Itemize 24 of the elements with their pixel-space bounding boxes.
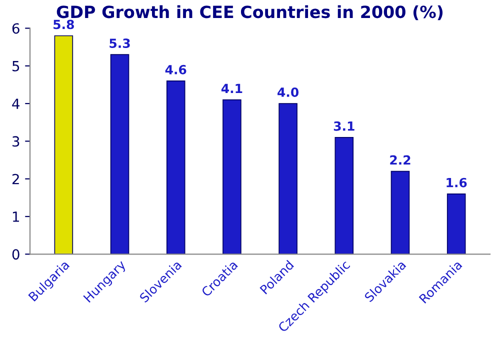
y-tick-label: 5 (12, 61, 20, 72)
data-label: 4.1 (221, 84, 242, 94)
data-label: 3.1 (334, 121, 354, 131)
y-tick-label: 6 (12, 23, 20, 34)
y-tick-label: 3 (12, 136, 20, 147)
bar (110, 54, 130, 254)
bar (54, 35, 74, 254)
bar (446, 193, 466, 254)
y-tick-label: 0 (12, 249, 20, 260)
bar (334, 137, 354, 254)
data-label: 4.0 (278, 88, 299, 97)
data-label: 5.8 (54, 20, 74, 30)
y-tick-label: 1 (12, 212, 19, 222)
data-label: 4.6 (165, 64, 186, 74)
bar (222, 99, 242, 254)
chart-title: GDP Growth in CEE Countries in 2000 (%) (56, 5, 443, 20)
data-label: 5.3 (110, 38, 130, 48)
bar (278, 103, 298, 254)
y-tick-label: 4 (12, 98, 20, 109)
bar (166, 80, 186, 254)
data-label: 1.6 (446, 178, 467, 188)
data-label: 2.2 (390, 155, 410, 165)
y-tick-label: 2 (12, 174, 19, 184)
bar (390, 170, 410, 254)
